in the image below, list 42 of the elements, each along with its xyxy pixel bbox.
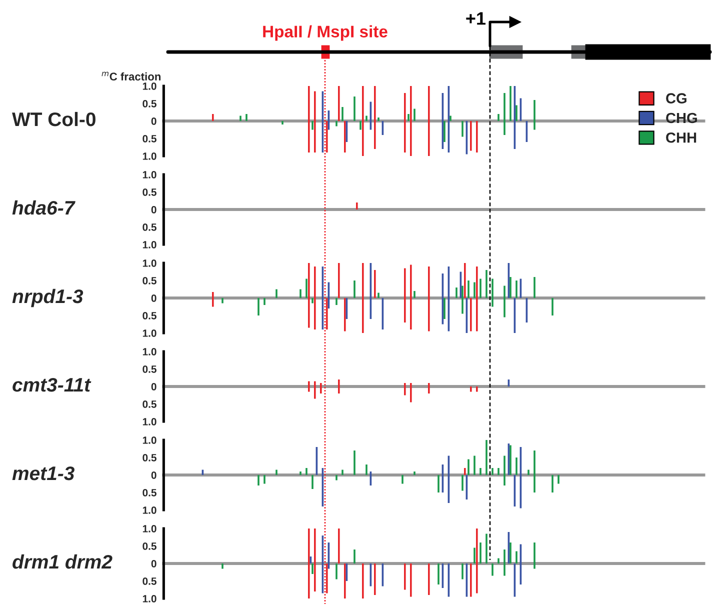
y-tick-label: 0 bbox=[151, 294, 156, 302]
y-tick-label: 1.0 bbox=[142, 171, 156, 178]
y-tick-label: 0.5 bbox=[142, 188, 156, 196]
y-tick-label: 1.0 bbox=[142, 436, 156, 444]
y-tick-label: 0.5 bbox=[142, 542, 156, 550]
y-tick-label: 0 bbox=[151, 118, 156, 125]
y-axis-title: $^{m}$C fraction bbox=[102, 72, 161, 81]
y-tick-label: 1.0 bbox=[142, 241, 156, 248]
y-tick-label: 0.5 bbox=[142, 578, 156, 585]
text: WT Col-0 bbox=[12, 112, 96, 126]
text: hda6-7 bbox=[12, 200, 76, 215]
y-tick-label: 0.5 bbox=[142, 312, 156, 320]
y-tick-label: 1.0 bbox=[142, 506, 156, 514]
y-tick-label: 0.5 bbox=[142, 100, 156, 108]
legend-label: CHG bbox=[666, 112, 697, 124]
y-tick-label: 1.0 bbox=[142, 260, 156, 267]
y-tick-label: 0.5 bbox=[142, 489, 156, 496]
y-tick-label: 0.5 bbox=[142, 366, 156, 373]
y-tick-label: 0 bbox=[151, 472, 156, 479]
text: nrpd1-3 bbox=[12, 288, 84, 308]
y-tick-label: 1.0 bbox=[142, 82, 156, 90]
y-tick-label: 1.0 bbox=[142, 152, 156, 160]
text: HpaII / MspI site bbox=[263, 25, 388, 41]
y-tick-label: 1.0 bbox=[142, 418, 156, 426]
y-tick-label: 1.0 bbox=[142, 595, 156, 602]
y-tick-label: 1.0 bbox=[142, 330, 156, 337]
text: +1 bbox=[466, 12, 486, 25]
y-tick-label: 0.5 bbox=[142, 135, 156, 142]
legend-label: CG bbox=[666, 93, 686, 104]
text: drm1 drm2 bbox=[12, 554, 112, 569]
y-tick-label: 1.0 bbox=[142, 348, 156, 356]
y-tick-label: 0 bbox=[151, 383, 156, 390]
y-tick-label: 0.5 bbox=[142, 400, 156, 408]
y-tick-label: 0.5 bbox=[142, 224, 156, 231]
y-tick-label: 1.0 bbox=[142, 525, 156, 532]
y-tick-label: 0.5 bbox=[142, 277, 156, 284]
y-tick-label: 0.5 bbox=[142, 454, 156, 462]
y-tick-label: 0 bbox=[151, 206, 156, 214]
legend-label: CHH bbox=[666, 132, 696, 143]
text: cmt3-11t bbox=[12, 378, 92, 392]
y-tick-label: 0 bbox=[151, 560, 156, 568]
text: met1-3 bbox=[12, 466, 74, 480]
